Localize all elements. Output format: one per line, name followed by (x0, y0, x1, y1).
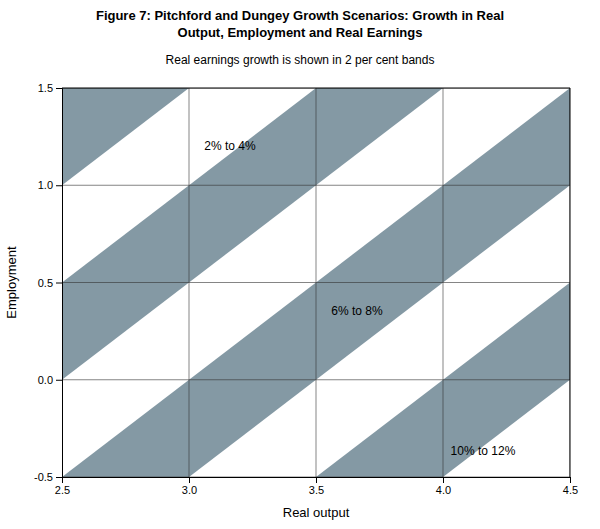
x-axis-domain (63, 478, 571, 484)
title-line: Figure 7: Pitchford and Dungey Growth Sc… (96, 8, 504, 23)
grid-line-x (570, 88, 571, 477)
y-axis-tick: 0.0 (38, 374, 62, 386)
x-axis-tick-mark (189, 477, 190, 483)
grid-line-y (62, 282, 570, 283)
title: Figure 7: Pitchford and Dungey Growth Sc… (96, 8, 504, 40)
x-axis-tick-label: 4.5 (563, 484, 578, 496)
y-axis-tick: 0.5 (38, 277, 62, 289)
y-axis-tick-label: 1.0 (38, 179, 53, 191)
x-axis-tick: 4.5 (563, 477, 578, 496)
y-axis-tick-mark (56, 477, 62, 478)
x-axis-tick-label: 2.5 (55, 484, 70, 496)
y-axis-tick-label: -0.5 (34, 471, 53, 483)
y-axis-tick: -0.5 (34, 471, 62, 483)
annotation: 2% to 4% (204, 139, 256, 153)
x-axis-tick: 4.0 (436, 477, 451, 496)
y-axis-domain (56, 89, 63, 478)
y-axis-tick-label: 0.5 (38, 277, 53, 289)
x-axis: 2.5 3.0 3.5 4.0 4.5 (55, 477, 578, 496)
y-axis-tick-mark (56, 88, 62, 89)
x-axis-tick-label: 4.0 (436, 484, 451, 496)
y-axis-tick-label: 0.0 (38, 374, 53, 386)
x-axis-tick: 3.5 (309, 477, 324, 496)
x-axis-tick-mark (570, 477, 571, 483)
y-axis-tick-mark (56, 283, 62, 284)
x-axis-tick-mark (443, 477, 444, 483)
frame (570, 88, 571, 477)
marks (62, 88, 570, 477)
x-axis-title: Real output (283, 505, 350, 520)
y-axis-title: Employment (4, 246, 19, 319)
title-line: Output, Employment and Real Earnings (178, 25, 423, 40)
x-axis-tick: 2.5 (55, 477, 70, 496)
x-axis-tick-label: 3.5 (309, 484, 324, 496)
y-axis-tick: 1.0 (38, 179, 62, 191)
grid-line-y (62, 477, 570, 478)
plot: 2.5 3.0 3.5 4.0 4.5 -0.5 0.0 0.5 1.0 1.5 2% to 4% 6… (34, 0, 578, 529)
y-axis: -0.5 0.0 0.5 1.0 1.5 (34, 82, 62, 483)
y-axis-tick-mark (56, 185, 62, 186)
y-axis-tick-label: 1.5 (38, 82, 53, 94)
x-axis-tick-label: 3.0 (182, 484, 197, 496)
grid-line-y (62, 379, 570, 380)
y-axis-tick: 1.5 (38, 82, 62, 94)
x-axis-tick: 3.0 (182, 477, 197, 496)
y-axis-tick-mark (56, 380, 62, 381)
frame (62, 88, 570, 89)
chart: Figure 7: Pitchford and Dungey Growth Sc… (0, 0, 600, 529)
annotation: 10% to 12% (451, 444, 516, 458)
grid-line-y (62, 88, 570, 89)
grid-line-y (62, 185, 570, 186)
x-axis-tick-mark (316, 477, 317, 483)
annotation: 6% to 8% (331, 304, 383, 318)
subtitle: Real earnings growth is shown in 2 per c… (166, 53, 435, 67)
